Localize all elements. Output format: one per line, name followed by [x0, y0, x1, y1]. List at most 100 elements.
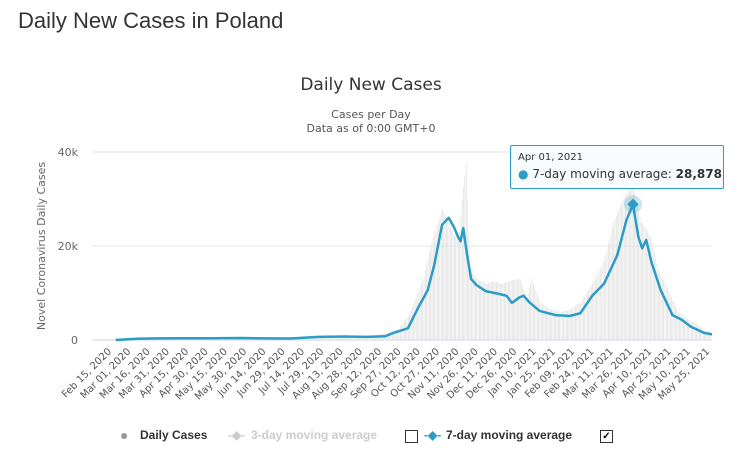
daily-bar: [436, 226, 438, 340]
legend-3day-checkbox[interactable]: [405, 430, 418, 443]
daily-bar: [398, 328, 400, 340]
legend-daily-cases[interactable]: Daily Cases: [140, 428, 208, 442]
tooltip: Apr 01, 2021 ● 7-day moving average: 28,…: [510, 145, 724, 189]
daily-bar: [635, 199, 637, 340]
daily-bar: [596, 275, 597, 340]
daily-bar: [567, 310, 568, 340]
daily-bar: [648, 234, 650, 340]
daily-bar: [401, 324, 403, 340]
daily-bar: [476, 278, 478, 340]
daily-bar: [427, 258, 429, 340]
daily-bar: [510, 280, 512, 340]
daily-bar: [706, 331, 708, 340]
daily-bar: [580, 302, 582, 340]
daily-bar: [332, 336, 334, 340]
daily-bar: [463, 187, 464, 340]
daily-bar: [609, 238, 611, 340]
daily-bar: [330, 336, 331, 340]
daily-bar: [440, 213, 442, 340]
daily-bar: [643, 225, 645, 340]
daily-bar: [544, 305, 546, 340]
daily-bar: [348, 336, 350, 340]
daily-bar: [368, 336, 370, 340]
daily-bar: [557, 311, 559, 340]
daily-bar: [577, 304, 579, 340]
daily-bar: [347, 335, 349, 340]
daily-bar: [597, 273, 599, 340]
daily-bar: [556, 310, 558, 340]
daily-bar: [680, 313, 682, 340]
daily-bar: [324, 336, 326, 340]
daily-bar: [340, 335, 342, 340]
daily-bar: [455, 235, 457, 340]
daily-bar: [690, 320, 692, 340]
daily-bar: [439, 217, 441, 340]
daily-bar: [629, 189, 630, 340]
daily-bar: [336, 335, 338, 340]
daily-bar: [357, 336, 359, 340]
daily-bar: [422, 279, 424, 340]
daily-bar: [651, 242, 653, 340]
daily-bar: [535, 290, 537, 340]
daily-bar: [640, 222, 642, 340]
daily-bar: [548, 308, 550, 340]
daily-bar: [700, 326, 701, 340]
legend-7day-checkbox[interactable]: ✓: [600, 430, 613, 443]
daily-bar: [563, 311, 564, 340]
daily-bar: [346, 335, 347, 340]
daily-bar: [627, 191, 629, 340]
daily-bar: [393, 330, 395, 340]
daily-bar: [446, 217, 447, 340]
daily-bar: [486, 283, 488, 340]
daily-bar: [585, 294, 587, 340]
legend-daily-icon: ●: [120, 427, 129, 443]
daily-bar: [414, 300, 416, 340]
chart-subtitle-2: Data as of 0:00 GMT+0: [307, 122, 436, 135]
daily-bar: [664, 282, 666, 340]
daily-bar: [338, 335, 339, 340]
daily-bar: [448, 222, 450, 340]
daily-bar: [331, 336, 333, 340]
daily-bar: [615, 215, 617, 340]
daily-bar: [339, 335, 341, 340]
daily-bar: [604, 260, 605, 340]
daily-bar: [442, 208, 443, 340]
daily-bar: [493, 281, 495, 340]
daily-bar: [402, 323, 404, 340]
daily-bar: [418, 290, 420, 340]
daily-bar: [579, 303, 580, 340]
daily-bar: [519, 278, 521, 340]
daily-bar: [421, 283, 422, 340]
daily-bar: [677, 311, 679, 340]
daily-bar: [365, 337, 367, 340]
daily-bar: [523, 290, 525, 340]
daily-bar: [481, 281, 483, 340]
daily-bar: [342, 335, 343, 340]
daily-bar: [480, 280, 482, 340]
daily-bar: [471, 271, 472, 340]
daily-bar: [461, 199, 463, 340]
daily-bar: [618, 209, 620, 340]
daily-bar: [464, 175, 466, 340]
daily-bar: [530, 283, 532, 340]
daily-bar: [353, 336, 355, 340]
daily-bar: [435, 230, 437, 340]
daily-bar: [621, 202, 622, 340]
daily-bar: [521, 282, 522, 340]
daily-bar: [364, 337, 366, 340]
daily-bar: [472, 273, 474, 340]
daily-bar: [679, 312, 680, 340]
daily-bar: [606, 249, 608, 340]
y-tick-label: 20k: [58, 240, 79, 253]
daily-bar: [335, 335, 337, 340]
daily-bar: [319, 336, 321, 340]
daily-bar: [647, 231, 649, 340]
daily-bar: [663, 280, 664, 340]
daily-bar: [315, 336, 317, 340]
daily-bar: [356, 336, 358, 340]
legend-7day-average[interactable]: 7-day moving average: [446, 428, 573, 442]
legend-3day-average[interactable]: 3-day moving average: [251, 428, 378, 442]
daily-bar: [314, 336, 316, 340]
tooltip-label: 7-day moving average:: [532, 167, 672, 181]
daily-bar: [444, 214, 446, 340]
